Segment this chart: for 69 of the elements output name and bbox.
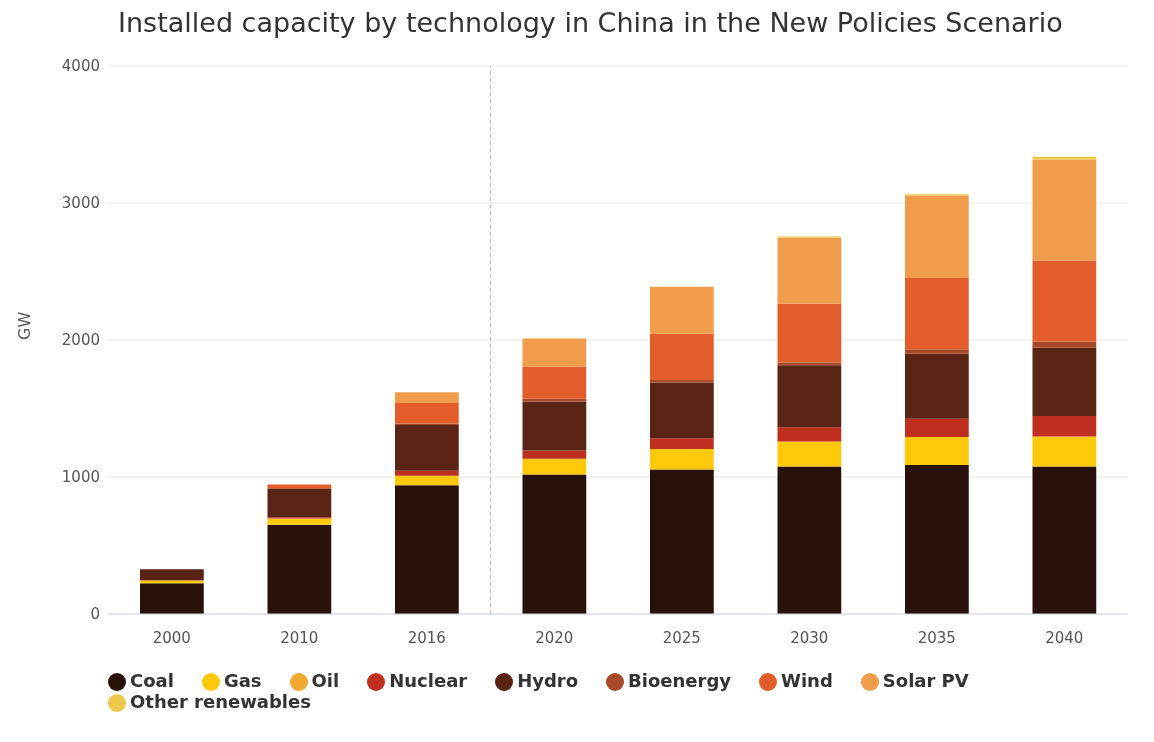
bar [1032,415,1097,437]
bar [140,569,204,581]
bar [267,524,332,614]
bar [1032,159,1097,261]
bar [650,438,714,450]
bar [1032,347,1097,416]
bar [650,333,714,380]
bar [777,237,842,304]
y-tick-label: 4000 [61,57,100,76]
bar [777,427,842,442]
bar [522,474,587,614]
bar [905,418,969,437]
legend-label: Solar PV [882,670,969,691]
bar [650,286,714,334]
bar [905,195,969,278]
bar [395,425,459,471]
bar [1032,436,1097,467]
bar [905,437,969,465]
legend-label: Other renewables [130,691,311,712]
x-tick-label: 2025 [662,628,701,647]
legend-label: Nuclear [389,670,468,691]
bar [777,362,842,366]
bar [395,475,459,486]
bar [905,464,969,614]
bar [905,277,969,350]
bar [650,469,714,614]
bar [522,458,587,475]
bar [777,365,842,428]
bar [267,488,332,518]
x-tick-label: 2020 [535,628,574,647]
bar [777,441,842,467]
bar [522,401,587,451]
bar [267,518,332,525]
bar [395,470,459,476]
bar [395,485,459,614]
chart-title: Installed capacity by technology in China in the New Policies Scenario [117,7,1064,40]
y-tick-label: 3000 [61,194,100,213]
bar [395,403,459,424]
bar [777,303,842,363]
legend-label: Oil [311,670,340,691]
x-tick-label: 2040 [1045,628,1084,647]
bar [522,450,587,459]
bar [777,466,842,614]
x-tick-label: 2016 [407,628,446,647]
bar [905,349,969,354]
legend-label: Bioenergy [628,670,732,691]
legend-label: Hydro [517,670,579,691]
bar [1032,260,1097,342]
bar [650,449,714,470]
y-tick-label: 1000 [61,468,100,487]
bar [140,583,204,614]
y-tick-label: 2000 [61,331,100,350]
bar [1032,341,1097,348]
y-tick-label: 0 [90,605,100,624]
bar [522,366,587,399]
x-tick-label: 2035 [917,628,956,647]
bar [522,338,587,367]
bar [650,380,714,383]
bar [395,392,459,404]
bar [650,382,714,439]
x-tick-label: 2000 [152,628,191,647]
legend-label: Wind [781,670,833,691]
y-axis-title: GW [14,311,34,340]
bar [1032,466,1097,614]
bar [905,353,969,419]
x-tick-label: 2030 [790,628,829,647]
legend-label: Gas [223,670,262,691]
legend-label: Coal [130,670,174,691]
x-tick-label: 2010 [280,628,319,647]
